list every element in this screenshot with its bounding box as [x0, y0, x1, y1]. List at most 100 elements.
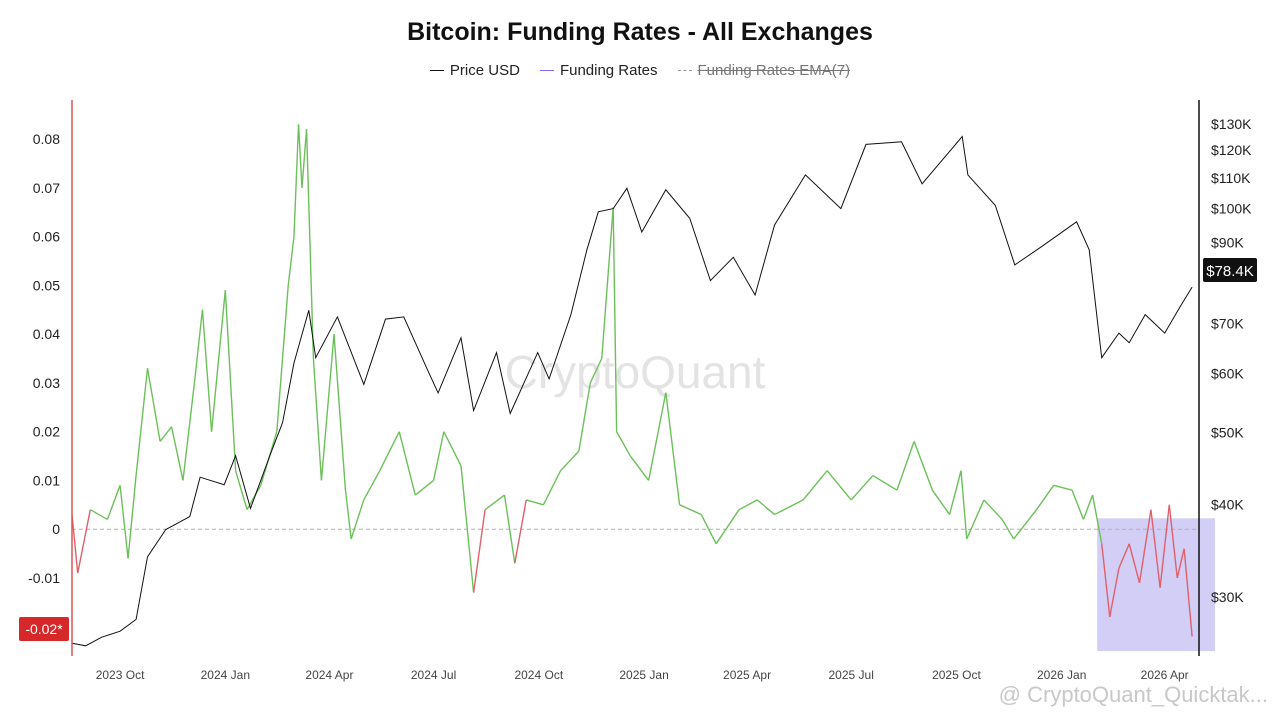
funding-rate-segment [1159, 504, 1170, 588]
funding-rate-segment [77, 509, 91, 574]
funding-rate-segment [850, 475, 874, 501]
funding-rate-segment [612, 207, 618, 432]
right-axis-tick-label: $100K [1211, 201, 1252, 217]
funding-rate-segment [715, 509, 740, 545]
funding-rate-segment [297, 124, 303, 188]
funding-rate-segment [1071, 489, 1085, 520]
funding-rate-segment [1138, 509, 1152, 583]
funding-rate-segment [589, 358, 603, 384]
funding-rate-segment [210, 290, 227, 432]
x-axis-tick-label: 2026 Jan [1037, 668, 1086, 682]
legend-item-funding-rates[interactable]: Funding Rates [539, 62, 658, 79]
funding-rate-segment [305, 129, 315, 359]
right-axis-tick-label: $30K [1211, 589, 1244, 605]
left-axis-tick-label: 0.06 [33, 229, 60, 245]
funding-rate-segment [414, 479, 434, 496]
funding-rate-segment [872, 474, 898, 491]
left-axis-tick-label: 0.03 [33, 375, 60, 391]
funding-rate-segment [201, 309, 213, 432]
footer-watermark: @ CryptoQuant_Quicktak... [999, 682, 1268, 707]
funding-rate-segment [246, 484, 262, 511]
funding-rate-segment [1001, 519, 1015, 540]
funding-rate-segment [293, 124, 300, 237]
funding-rate-segment [665, 392, 681, 505]
watermark-logo: CryptoQuant [505, 346, 766, 398]
current-price-badge: $78.4K [1203, 258, 1257, 282]
funding-rate-segment [503, 494, 516, 564]
funding-rate-segment [170, 426, 184, 481]
x-axis-tick-label: 2024 Oct [514, 668, 563, 682]
funding-rate-segment [333, 334, 347, 491]
left-axis-tick-label: 0.07 [33, 180, 60, 196]
funding-rate-segment [276, 285, 289, 432]
funding-rate-segment [948, 470, 962, 515]
funding-rate-segment [1091, 494, 1103, 544]
funding-rate-segment [983, 499, 1003, 520]
funding-rate-segment [127, 475, 137, 559]
funding-rate-segment [601, 207, 614, 359]
funding-rate-segment [1128, 543, 1141, 584]
funding-rate-segment [1101, 543, 1111, 618]
right-axis-tick-label: $40K [1211, 496, 1244, 512]
funding-rate-segment [542, 470, 562, 506]
funding-rate-segment [1053, 484, 1073, 491]
x-axis-tick-label: 2024 Jan [201, 668, 250, 682]
funding-rate-segment [1109, 568, 1120, 618]
funding-rate-segment [629, 455, 650, 481]
funding-rate-segment [578, 382, 591, 452]
funding-rate-segment [312, 358, 323, 481]
funding-rate-segment [560, 450, 580, 472]
left-axis-tick-label: 0 [52, 521, 60, 537]
funding-rate-segment [960, 470, 968, 540]
funding-rate-segment [616, 431, 631, 457]
legend-item-price[interactable]: Price USD [429, 62, 520, 79]
right-axis-tick-label: $50K [1211, 424, 1244, 440]
funding-rate-segment [287, 236, 295, 286]
x-axis-tick-label: 2025 Apr [723, 668, 771, 682]
funding-rate-segment [647, 392, 667, 481]
funding-rate-segment [931, 489, 951, 515]
funding-rate-segment [826, 470, 852, 501]
funding-rate-segment [301, 129, 308, 188]
x-axis-tick-label: 2023 Oct [96, 668, 145, 682]
right-axis-tick-label: $70K [1211, 316, 1244, 332]
funding-rate-segment [398, 431, 416, 496]
funding-rate-segment [460, 465, 475, 593]
chart-title: Bitcoin: Funding Rates - All Exchanges [407, 18, 873, 46]
legend-dashed-line-icon [677, 70, 692, 71]
funding-rate-segment [89, 509, 108, 521]
left-axis-tick-label: 0.01 [33, 472, 60, 488]
chart-legend: Price USD Funding Rates Funding Rates EM… [0, 62, 1280, 79]
funding-rate-segment [1150, 509, 1161, 588]
funding-rate-segment [320, 334, 335, 481]
svg-text:-0.02*: -0.02* [25, 621, 63, 637]
svg-text:$78.4K: $78.4K [1206, 263, 1254, 280]
funding-rate-segment [363, 470, 381, 501]
funding-rate-segment [1176, 548, 1185, 579]
legend-line-icon [429, 70, 444, 71]
funding-rate-segment [1013, 509, 1038, 540]
left-axis-tick-label: -0.01 [28, 570, 60, 586]
funding-rate-segment [913, 441, 934, 491]
funding-rate-segment [700, 514, 717, 545]
funding-rate-segment [1082, 494, 1094, 520]
right-axis-tick-label: $90K [1211, 235, 1244, 251]
funding-rate-segment [159, 426, 173, 442]
funding-rate-segment [344, 490, 352, 540]
funding-rate-segment [1168, 504, 1178, 579]
legend-label: Funding Rates EMA(7) [697, 62, 851, 79]
funding-rate-segment [1118, 543, 1130, 569]
x-axis-tick-label: 2025 Jul [828, 668, 873, 682]
funding-rate-segment [774, 499, 804, 516]
funding-rate-segment [966, 499, 985, 540]
legend-item-funding-ema[interactable]: Funding Rates EMA(7) [677, 62, 851, 79]
funding-rate-segment [106, 485, 121, 520]
x-axis-tick-label: 2025 Oct [932, 668, 981, 682]
funding-rate-segment [484, 494, 505, 511]
funding-rate-segment [443, 431, 462, 467]
funding-rate-segment [71, 514, 79, 574]
x-axis-tick-label: 2025 Jan [619, 668, 668, 682]
funding-rate-segment [379, 431, 400, 471]
funding-rate-segment [119, 485, 129, 559]
